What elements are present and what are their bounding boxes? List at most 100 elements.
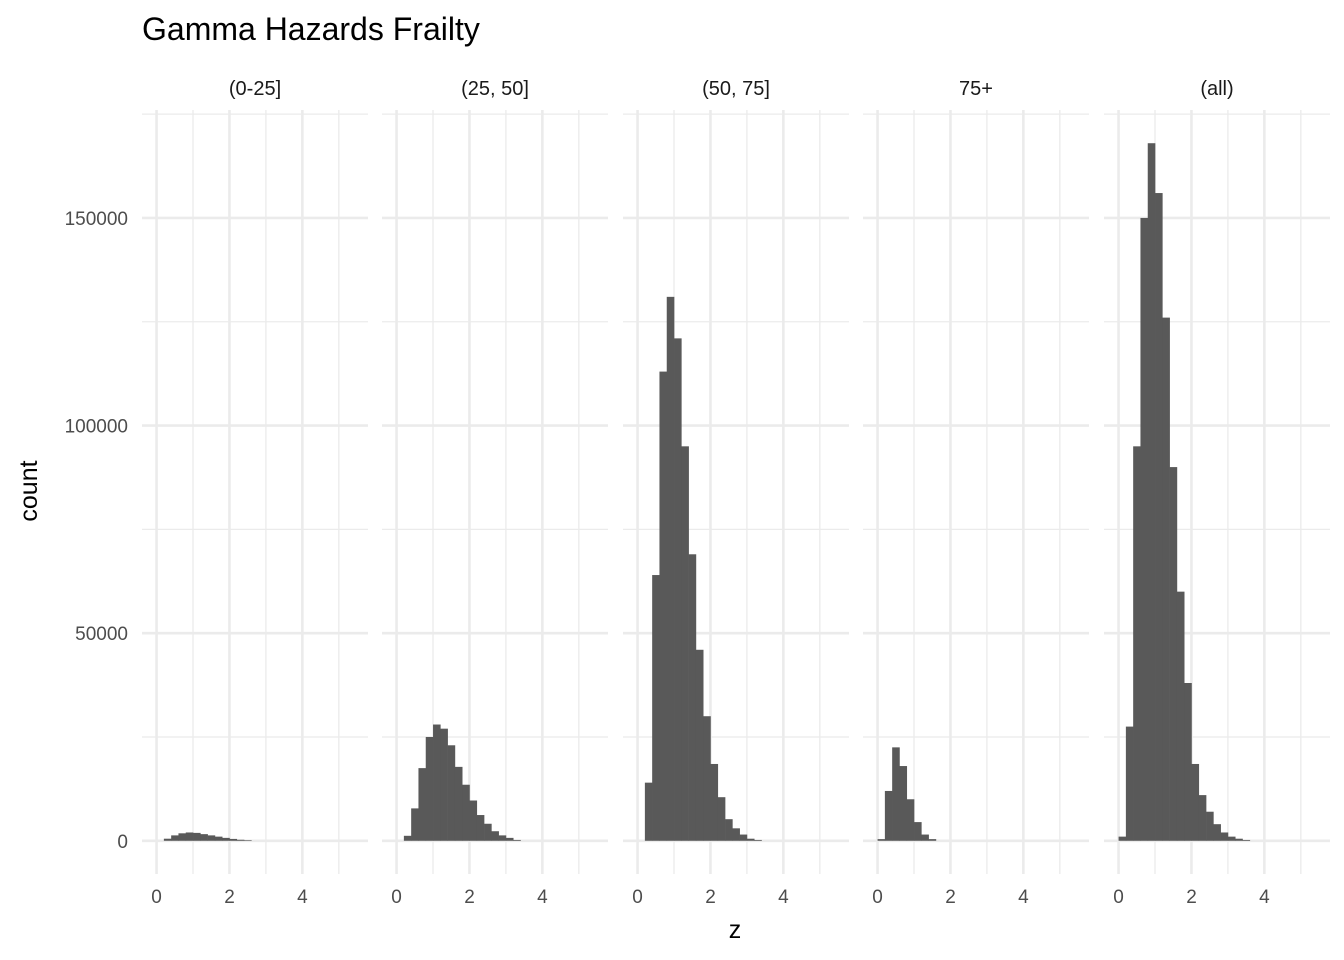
- histogram-bar: [703, 716, 711, 841]
- histogram-bar: [928, 839, 937, 841]
- histogram-bar: [914, 822, 922, 841]
- histogram-bar: [746, 838, 755, 841]
- histogram-bar: [244, 840, 252, 841]
- histogram-bar: [1140, 217, 1149, 841]
- histogram-bar: [1155, 193, 1163, 841]
- histogram-bar: [214, 836, 223, 841]
- x-tick-label: 0: [872, 887, 883, 908]
- y-tick-label: 50000: [75, 624, 128, 645]
- histogram-bar: [1220, 832, 1229, 841]
- histogram-bar: [491, 831, 499, 841]
- facet-strip-label: (0-25]: [229, 78, 281, 100]
- histogram-bar: [484, 823, 492, 841]
- histogram-bar: [476, 815, 485, 841]
- facet-panel: (all) 0 2 4: [1104, 78, 1330, 908]
- histogram-bar: [425, 736, 434, 841]
- facet-panel: (50, 75] 0 2 4: [623, 78, 849, 908]
- facet-strip-label: 75+: [959, 78, 993, 100]
- histogram-bar: [1162, 317, 1170, 841]
- x-tick-label: 2: [464, 887, 475, 908]
- facet-panel: (25, 50] 0 2 4: [382, 78, 608, 908]
- x-tick-label: 2: [224, 887, 235, 908]
- x-tick-label: 4: [778, 887, 789, 908]
- histogram-bar: [899, 766, 908, 841]
- histogram-bar: [717, 797, 726, 841]
- histogram-bar: [440, 728, 448, 841]
- histogram-bar: [1213, 824, 1221, 841]
- x-tick-label: 0: [391, 887, 402, 908]
- histogram-bar: [644, 782, 653, 841]
- histogram-bar: [652, 575, 660, 841]
- histogram-bar: [1198, 795, 1207, 841]
- histogram-bar: [411, 808, 419, 841]
- histogram-bar: [513, 839, 521, 841]
- y-axis-title: count: [15, 460, 43, 521]
- histogram-bar: [171, 835, 179, 841]
- histogram-bar: [666, 296, 675, 841]
- histogram-bar: [674, 338, 682, 841]
- y-tick-label: 100000: [65, 417, 128, 438]
- x-tick-label: 2: [705, 887, 716, 908]
- y-tick-label: 150000: [65, 209, 128, 230]
- facet-strip-label: (all): [1200, 78, 1233, 100]
- histogram-bar: [462, 784, 470, 841]
- histogram-bar: [1147, 143, 1156, 841]
- histogram-bar: [163, 838, 172, 841]
- x-tick-label: 4: [537, 887, 548, 908]
- histogram-bar: [754, 839, 762, 841]
- histogram-bar: [732, 828, 740, 841]
- histogram-bar: [178, 833, 187, 841]
- histogram-bar: [418, 768, 427, 841]
- histogram-bar: [1176, 591, 1185, 841]
- histogram-bar: [1206, 811, 1214, 841]
- histogram-bar: [403, 835, 412, 841]
- histogram-bar: [185, 832, 194, 841]
- histogram-bar: [447, 745, 456, 841]
- histogram-bar: [200, 834, 208, 841]
- histogram-bar: [659, 371, 668, 841]
- histogram-bar: [207, 835, 216, 841]
- histogram-bar: [193, 832, 201, 841]
- histogram-bar: [1227, 836, 1236, 841]
- facet-strip-label: (25, 50]: [461, 78, 529, 100]
- histogram-bar: [688, 554, 697, 841]
- histogram-bar: [469, 800, 478, 841]
- facet-panel: 75+ 0 2 4: [863, 78, 1089, 908]
- x-tick-label: 4: [297, 887, 308, 908]
- histogram-bar: [681, 446, 689, 841]
- histogram-bar: [1235, 838, 1243, 841]
- histogram-bar: [1191, 763, 1200, 841]
- facet-strip-label: (50, 75]: [702, 78, 770, 100]
- histogram-bar: [222, 837, 230, 841]
- histogram-bar: [725, 819, 733, 841]
- histogram-bar: [1169, 467, 1178, 841]
- x-tick-label: 0: [151, 887, 162, 908]
- histogram-bar: [498, 835, 507, 841]
- x-tick-label: 4: [1259, 887, 1270, 908]
- histogram-bar: [1118, 836, 1127, 841]
- histogram-bar: [1184, 683, 1192, 841]
- facet-panel: (0-25] 0 2 4: [142, 78, 368, 908]
- x-tick-label: 0: [1113, 887, 1124, 908]
- y-axis-ticks: 0 50000 100000 150000: [65, 209, 128, 853]
- x-axis-title: z: [729, 916, 742, 944]
- histogram-bar: [921, 834, 929, 841]
- x-tick-label: 0: [632, 887, 643, 908]
- histogram-bar: [906, 799, 915, 841]
- x-tick-label: 2: [945, 887, 956, 908]
- histogram-bar: [710, 763, 719, 841]
- histogram-bar: [229, 838, 238, 841]
- histogram-bar: [884, 790, 893, 841]
- histogram-bar: [1133, 446, 1141, 841]
- histogram-bar: [1242, 839, 1251, 841]
- histogram-bar: [695, 649, 704, 841]
- histogram-bar: [505, 837, 514, 841]
- y-tick-label: 0: [117, 832, 128, 853]
- histogram-bar: [433, 724, 441, 841]
- x-tick-label: 2: [1186, 887, 1197, 908]
- chart-title: Gamma Hazards Frailty: [142, 11, 480, 47]
- histogram-bar: [739, 834, 748, 841]
- histogram-bar: [877, 839, 886, 841]
